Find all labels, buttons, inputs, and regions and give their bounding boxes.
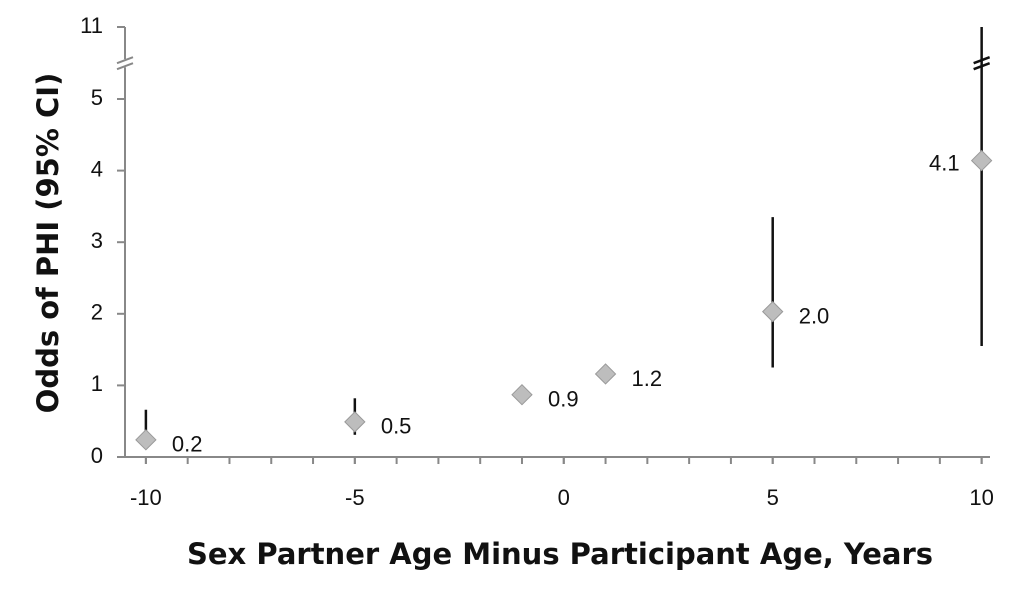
x-tick-label: 10 [969, 485, 993, 510]
x-tick-label: 5 [767, 485, 779, 510]
point [761, 300, 784, 323]
axis-break [973, 56, 991, 65]
y-tick-label: 3 [91, 228, 103, 253]
data-label: 0.9 [548, 387, 579, 412]
x-axis-title: Sex Partner Age Minus Participant Age, Y… [187, 537, 933, 571]
x-tick-label: -5 [345, 485, 365, 510]
y-tick-label: 11 [80, 13, 103, 38]
point [970, 149, 993, 172]
point [594, 363, 617, 385]
point [511, 384, 533, 406]
point [344, 411, 366, 433]
y-axis-title: Odds of PHI (95% CI) [31, 73, 65, 414]
axis-break [116, 62, 134, 71]
data-label: 2.0 [799, 303, 830, 328]
axis-break [973, 62, 991, 71]
x-tick-label: 0 [558, 485, 570, 510]
data-label: 0.5 [381, 414, 412, 439]
y-tick-label: 0 [91, 443, 103, 468]
data-label: 0.2 [172, 432, 203, 457]
x-tick-label: -10 [130, 485, 162, 510]
point [135, 429, 157, 451]
data-label: 1.2 [632, 366, 663, 391]
y-tick-label: 4 [91, 156, 103, 181]
y-tick-label: 1 [91, 371, 103, 396]
y-tick-label: 2 [91, 300, 103, 325]
data-label: 4.1 [929, 150, 960, 175]
y-tick-label: 5 [91, 85, 103, 110]
axis-break [116, 56, 134, 65]
